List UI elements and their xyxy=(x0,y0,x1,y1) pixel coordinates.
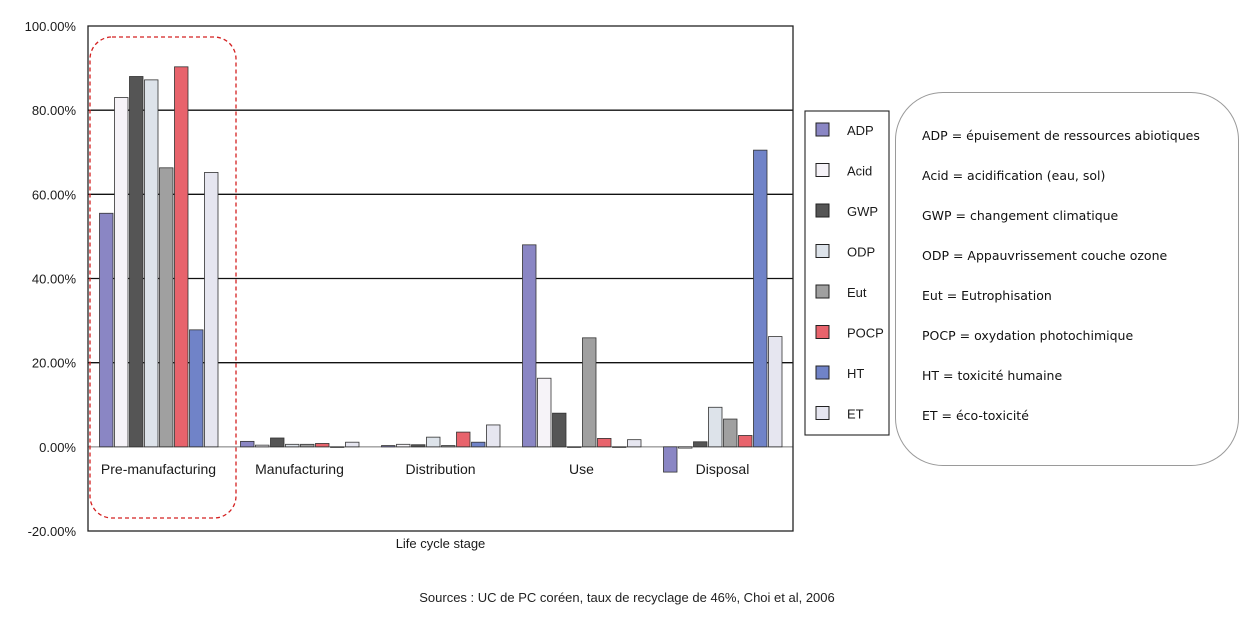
bar-acid-manufacturing xyxy=(255,444,270,448)
legend-definitions-box: ADP = épuisement de ressources abiotique… xyxy=(895,92,1239,466)
bar-acid-distribution xyxy=(396,443,411,448)
source-caption: Sources : UC de PC coréen, taux de recyc… xyxy=(419,590,835,605)
bar-pocp-disposal xyxy=(738,435,753,448)
bar-adp-use xyxy=(522,244,537,448)
bar-ht-distribution xyxy=(471,441,486,448)
legend-label-ht: HT xyxy=(847,366,864,381)
bar-eut-disposal xyxy=(723,418,738,448)
legend-label-odp: ODP xyxy=(847,245,875,260)
definition-gwp: GWP = changement climatique xyxy=(922,208,1119,223)
y-tick-label: 60.00% xyxy=(32,187,77,202)
bar-gwp-pre-manufacturing xyxy=(129,76,144,448)
legend-swatch-eut xyxy=(815,284,830,299)
y-tick-label: -20.00% xyxy=(28,524,77,539)
legend-label-pocp: POCP xyxy=(847,326,884,341)
bar-et-disposal xyxy=(768,336,783,448)
bar-chart: -20.00% 0.00% 20.00% 40.00% 60.00% 80.00% 100.… xyxy=(25,19,890,551)
bar-adp-pre-manufacturing xyxy=(99,212,114,448)
category-label-use: Use xyxy=(569,461,594,477)
legend-label-acid: Acid xyxy=(847,164,872,179)
bar-ht-manufacturing xyxy=(330,446,345,448)
definition-acid: Acid = acidification (eau, sol) xyxy=(922,168,1106,183)
legend-label-et: ET xyxy=(847,407,864,422)
legend-label-gwp: GWP xyxy=(847,204,878,219)
bar-gwp-manufacturing xyxy=(270,437,285,448)
bar-pocp-use xyxy=(597,438,612,448)
bar-odp-disposal xyxy=(708,406,723,448)
category-label-disposal: Disposal xyxy=(696,461,750,477)
definition-pocp: POCP = oxydation photochimique xyxy=(922,328,1134,343)
bar-odp-distribution xyxy=(426,436,441,448)
legend-swatch-acid xyxy=(815,163,830,177)
bar-gwp-distribution xyxy=(411,444,426,448)
legend-swatch-adp xyxy=(815,122,830,137)
bar-adp-distribution xyxy=(381,445,396,448)
bar-et-distribution xyxy=(486,424,501,448)
y-tick-label: 80.00% xyxy=(32,103,77,118)
bar-ht-pre-manufacturing xyxy=(189,329,204,448)
definition-odp: ODP = Appauvrissement couche ozone xyxy=(922,248,1168,263)
category-label-manufacturing: Manufacturing xyxy=(255,461,344,477)
bar-acid-use xyxy=(537,377,552,448)
bar-pocp-distribution xyxy=(456,431,471,448)
bar-pocp-manufacturing xyxy=(315,443,330,448)
legend-swatch-odp xyxy=(815,244,830,258)
legend-swatch-gwp xyxy=(815,203,830,218)
bar-ht-use xyxy=(612,446,627,448)
bar-et-use xyxy=(627,439,642,448)
bar-eut-distribution xyxy=(441,445,456,448)
plot-frame xyxy=(87,25,794,532)
bar-odp-pre-manufacturing xyxy=(144,79,159,448)
legend-label-eut: Eut xyxy=(847,285,867,300)
bar-ht-disposal xyxy=(753,149,768,448)
legend-swatch-pocp xyxy=(815,325,830,339)
bar-odp-manufacturing xyxy=(285,443,300,448)
bar-odp-use xyxy=(567,446,582,448)
definition-ht: HT = toxicité humaine xyxy=(922,368,1063,383)
bar-acid-disposal xyxy=(678,446,693,449)
y-tick-label: 100.00% xyxy=(25,19,77,34)
bar-et-pre-manufacturing xyxy=(204,172,219,448)
legend-swatch-et xyxy=(815,406,830,420)
definition-eut: Eut = Eutrophisation xyxy=(922,288,1052,303)
bar-et-manufacturing xyxy=(345,441,360,448)
bar-pocp-pre-manufacturing xyxy=(174,66,189,448)
bar-gwp-disposal xyxy=(693,441,708,448)
category-label-pre-manufacturing: Pre-manufacturing xyxy=(101,461,216,477)
bar-acid-pre-manufacturing xyxy=(114,97,129,448)
chart-legend xyxy=(804,110,890,436)
legend-label-adp: ADP xyxy=(847,123,874,138)
bar-eut-pre-manufacturing xyxy=(159,167,174,448)
bar-eut-use xyxy=(582,337,597,448)
legend-swatch-ht xyxy=(815,365,830,380)
y-tick-label: 40.00% xyxy=(32,272,77,287)
bar-adp-manufacturing xyxy=(240,440,255,448)
bar-adp-disposal xyxy=(663,446,678,473)
definition-et: ET = éco-toxicité xyxy=(922,408,1029,423)
definition-adp: ADP = épuisement de ressources abiotique… xyxy=(922,128,1200,143)
highlight-box xyxy=(89,36,237,519)
x-axis-label: Life cycle stage xyxy=(396,536,486,551)
y-tick-label: 0.00% xyxy=(39,440,76,455)
category-label-distribution: Distribution xyxy=(405,461,475,477)
bar-eut-manufacturing xyxy=(300,443,315,448)
y-tick-label: 20.00% xyxy=(32,356,77,371)
bar-gwp-use xyxy=(552,412,567,448)
